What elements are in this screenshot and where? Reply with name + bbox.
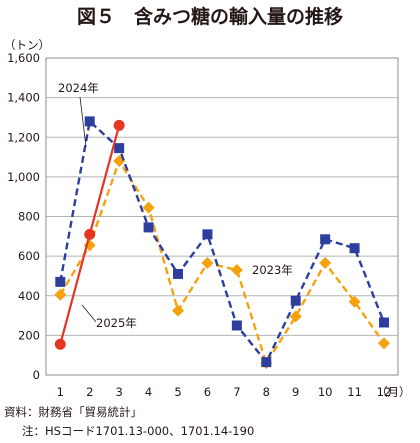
- x-tick-label: 6: [204, 385, 211, 399]
- series-2024-point: [379, 317, 389, 328]
- series-label: 2024年: [58, 81, 99, 95]
- x-tick-label: 9: [292, 385, 299, 399]
- y-tick-label: 800: [18, 210, 40, 224]
- y-tick-label: 1,200: [7, 130, 40, 144]
- series-2023-point: [201, 257, 214, 270]
- y-tick-label: 1,600: [7, 51, 40, 65]
- series-2024-point: [173, 268, 184, 279]
- series-2023-point: [172, 304, 185, 317]
- series-2023-point: [54, 288, 67, 301]
- x-tick-label: 5: [174, 385, 181, 399]
- y-axis-ticks: 0 200 400 600 800 1,000 1,200 1,400 1,600: [7, 51, 40, 382]
- x-axis-ticks: 1 2 3 4 5 6 7 8 9 10 11 12: [57, 385, 392, 399]
- series-label-leader: [81, 304, 97, 323]
- x-axis-unit: （月）: [376, 385, 411, 399]
- series-2025-point: [113, 119, 125, 131]
- series-layer: [54, 116, 390, 370]
- source-note: 資料：財務省「貿易統計」: [4, 405, 142, 419]
- series-2024-point: [55, 276, 66, 287]
- series-2024-point: [84, 116, 95, 127]
- series-label: 2023年: [252, 263, 293, 277]
- series-2025-point: [54, 338, 66, 350]
- series-2023-point: [348, 295, 361, 308]
- y-tick-label: 0: [33, 368, 40, 382]
- series-2025-point: [84, 228, 96, 240]
- plot-frame: [45, 57, 399, 376]
- footnote: 注：HSコード1701.13-000、1701.14-190: [22, 424, 254, 438]
- series-label-leader: [79, 96, 87, 148]
- x-tick-label: 2: [86, 385, 93, 399]
- series-label: 2025年: [96, 316, 137, 330]
- x-tick-label: 3: [115, 385, 122, 399]
- x-tick-label: 11: [347, 385, 362, 399]
- gridlines: [46, 97, 398, 336]
- chart-title: 図５ 含みつ糖の輸入量の推移: [77, 5, 343, 28]
- y-tick-label: 200: [18, 328, 40, 342]
- series-2023-point: [230, 263, 243, 276]
- y-tick-label: 1,400: [7, 91, 40, 105]
- series-2023-point: [378, 337, 390, 350]
- series-2024-point: [231, 320, 242, 331]
- y-tick-label: 400: [18, 289, 40, 303]
- series-2023-point: [142, 201, 155, 214]
- x-tick-label: 1: [57, 385, 64, 399]
- series-2024-point: [202, 229, 213, 240]
- series-labels: 2024年 2023年 2025年: [58, 81, 293, 330]
- series-2024-point: [290, 295, 301, 306]
- y-axis-unit: （トン）: [4, 38, 50, 52]
- x-tick-label: 10: [318, 385, 333, 399]
- series-2023-point: [319, 257, 332, 270]
- series-2024-point: [114, 143, 125, 154]
- series-2024-point: [349, 243, 360, 254]
- series-2024-point: [320, 234, 331, 245]
- x-tick-label: 12: [377, 385, 392, 399]
- y-tick-label: 600: [18, 249, 40, 263]
- x-tick-label: 7: [233, 385, 240, 399]
- series-2023-line: [59, 158, 385, 366]
- x-tick-label: 8: [263, 385, 270, 399]
- series-2023-point: [289, 310, 302, 323]
- series-2024-point: [143, 222, 154, 233]
- x-tick-label: 4: [145, 385, 152, 399]
- y-tick-label: 1,000: [7, 170, 40, 184]
- series-2024-point: [261, 357, 272, 368]
